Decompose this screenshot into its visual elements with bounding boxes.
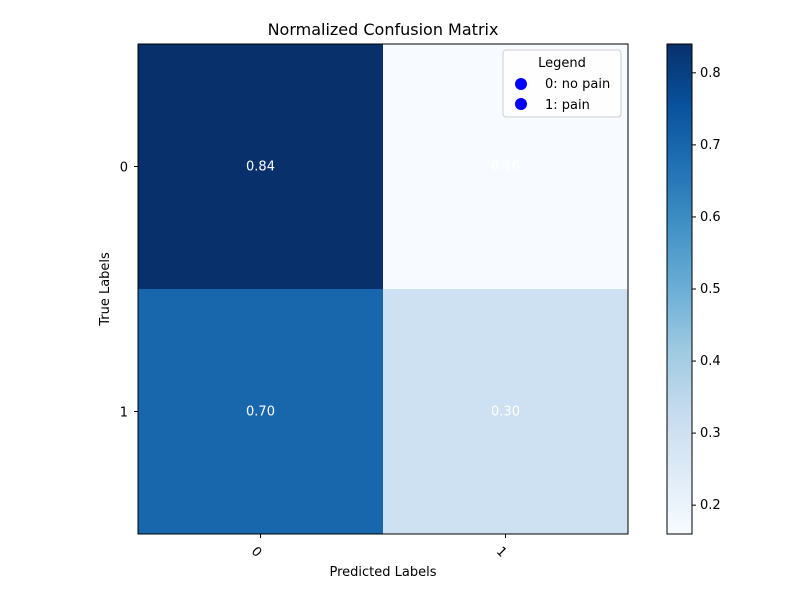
legend-marker-no-pain <box>515 78 527 90</box>
heatmap-cell-1-1 <box>383 289 628 534</box>
chart-title: Normalized Confusion Matrix <box>268 20 499 39</box>
legend-box <box>502 49 622 118</box>
colorbar-tick-label-5: 0.7 <box>700 138 721 153</box>
y-tick-label-0: 0 <box>120 161 128 176</box>
heatmap-cell-1-0 <box>138 289 383 534</box>
colorbar-gradient <box>666 43 693 535</box>
y-tick-label-1: 1 <box>120 406 128 421</box>
x-axis-label: Predicted Labels <box>329 565 436 580</box>
colorbar-tick-label-4: 0.6 <box>700 210 721 225</box>
colorbar-tick-label-1: 0.3 <box>700 426 721 441</box>
colorbar-tick-label-3: 0.5 <box>700 282 721 297</box>
plot-frame <box>137 43 629 535</box>
colorbar-tick-label-2: 0.4 <box>700 354 721 369</box>
legend-entry-pain: 1: pain <box>545 98 590 113</box>
cell-label-1-1: 0.30 <box>491 405 520 420</box>
legend: Legend 0: no pain 1: pain <box>502 49 622 118</box>
y-axis-label: True Labels <box>98 252 113 327</box>
legend-entry-no-pain: 0: no pain <box>545 77 610 92</box>
colorbar: 0.2 0.3 0.4 0.5 0.6 0.7 0.8 <box>666 43 721 535</box>
colorbar-ticks: 0.2 0.3 0.4 0.5 0.6 0.7 0.8 <box>692 66 721 513</box>
cell-labels: 0.84 0.16 0.70 0.30 <box>246 160 520 420</box>
legend-marker-pain <box>515 98 527 110</box>
x-tick-label-1: 1 <box>493 544 509 560</box>
x-tick-label-0: 0 <box>248 544 264 560</box>
colorbar-tick-label-6: 0.8 <box>700 66 721 81</box>
colorbar-tick-label-0: 0.2 <box>700 498 721 513</box>
cell-label-0-1: 0.16 <box>491 160 520 175</box>
heatmap-cell-0-0 <box>138 44 383 289</box>
legend-title: Legend <box>538 56 586 71</box>
cell-label-0-0: 0.84 <box>246 160 275 175</box>
cell-label-1-0: 0.70 <box>246 405 275 420</box>
y-axis-ticks: 01 <box>120 161 138 421</box>
